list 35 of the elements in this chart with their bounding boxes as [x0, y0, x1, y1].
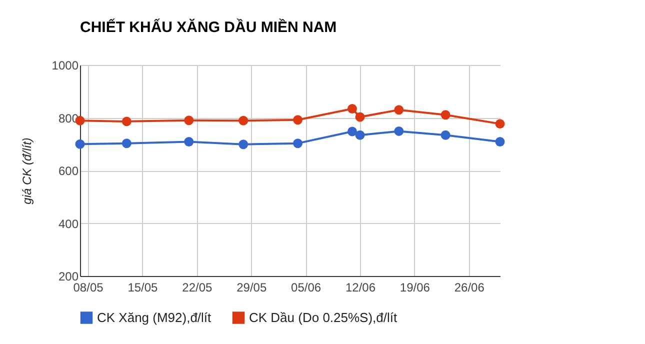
legend-label: CK Xăng (M92),đ/lít [97, 310, 212, 325]
legend-label: CK Dầu (Do 0.25%S),đ/lít [249, 310, 398, 325]
point [394, 105, 404, 115]
x-tick-label: 12/06 [345, 280, 376, 294]
y-tick-label: 200 [58, 270, 79, 284]
point [184, 137, 194, 146]
point [355, 130, 365, 140]
point [122, 138, 132, 148]
point [238, 140, 248, 150]
x-tick-label: 29/05 [236, 280, 267, 294]
x-tick-label: 22/05 [182, 280, 213, 294]
point [355, 112, 365, 122]
y-axis-title: giá CK (đ/lít) [20, 138, 34, 204]
point [293, 138, 303, 148]
x-tick-label: 15/05 [128, 280, 158, 294]
point [75, 139, 85, 149]
point [495, 137, 505, 146]
point [293, 115, 303, 125]
chart-title: CHIẾT KHẤU XĂNG DẦU MIỀN NAM [80, 18, 337, 36]
x-tick-label: 08/05 [73, 280, 104, 294]
x-tick-label: 26/06 [454, 280, 485, 294]
point [440, 110, 450, 120]
point [238, 116, 248, 126]
point [495, 119, 505, 129]
point [394, 126, 404, 136]
point [347, 126, 357, 136]
point [184, 116, 194, 126]
x-tick-label: 05/06 [291, 280, 322, 294]
y-tick-label: 400 [58, 216, 79, 231]
y-tick-label: 1000 [52, 58, 79, 72]
point [440, 130, 450, 140]
point [122, 116, 132, 126]
y-tick-label: 600 [58, 164, 79, 178]
point [347, 104, 357, 114]
x-tick-label: 19/06 [400, 280, 430, 294]
